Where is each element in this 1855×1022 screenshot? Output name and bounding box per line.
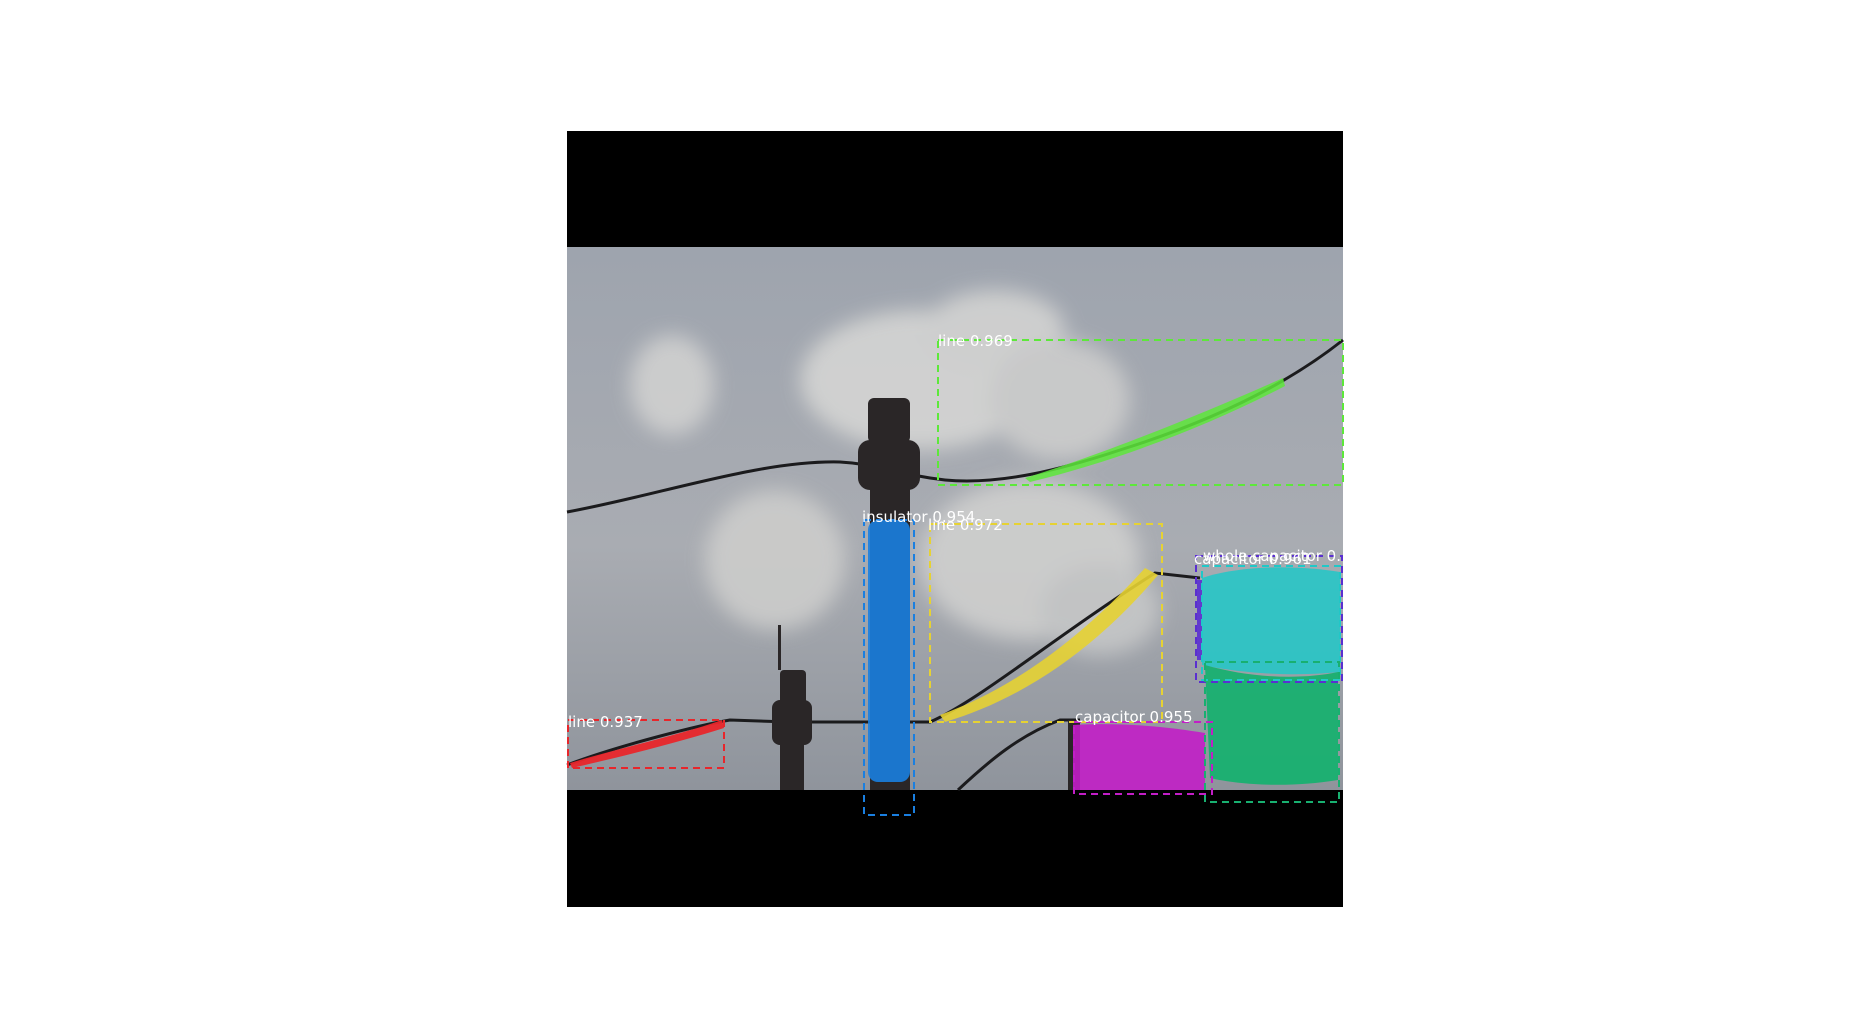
label-whole-capacitor: whole capacitor 0.: [1203, 547, 1341, 565]
label-line-0-972: line 0.972: [928, 516, 1003, 534]
label-capacitor-0-955: capacitor 0.955: [1075, 708, 1193, 726]
bbox-line-0-972: [929, 523, 1163, 723]
bbox-capacitor-0-955: [1073, 721, 1213, 795]
label-line-0-969: line 0.969: [938, 332, 1013, 350]
mask-capacitor-0-961: [1202, 567, 1340, 675]
label-line-0-937: line 0.937: [568, 713, 643, 731]
label-insulator: insulator 0.954: [862, 508, 975, 526]
mask-capacitor-0-955: [1073, 724, 1205, 790]
mask-line-0-969: [1025, 378, 1285, 482]
mask-line-0-972: [940, 568, 1158, 722]
bbox-capacitor-0-961: [1201, 565, 1341, 681]
mask-line-0-937: [570, 720, 724, 768]
mask-whole-capacitor: [1197, 580, 1202, 660]
bbox-line-0-937: [567, 719, 725, 769]
label-capacitor-0-961: capacitor 0.961: [1194, 550, 1312, 568]
bbox-insulator: [863, 519, 915, 816]
mask-capacitor-lower: [1205, 665, 1338, 785]
mask-insulator: [868, 520, 910, 782]
bbox-capacitor-lower: [1204, 661, 1340, 803]
clouds: [630, 290, 1160, 655]
bbox-whole-capacitor: [1195, 555, 1343, 683]
